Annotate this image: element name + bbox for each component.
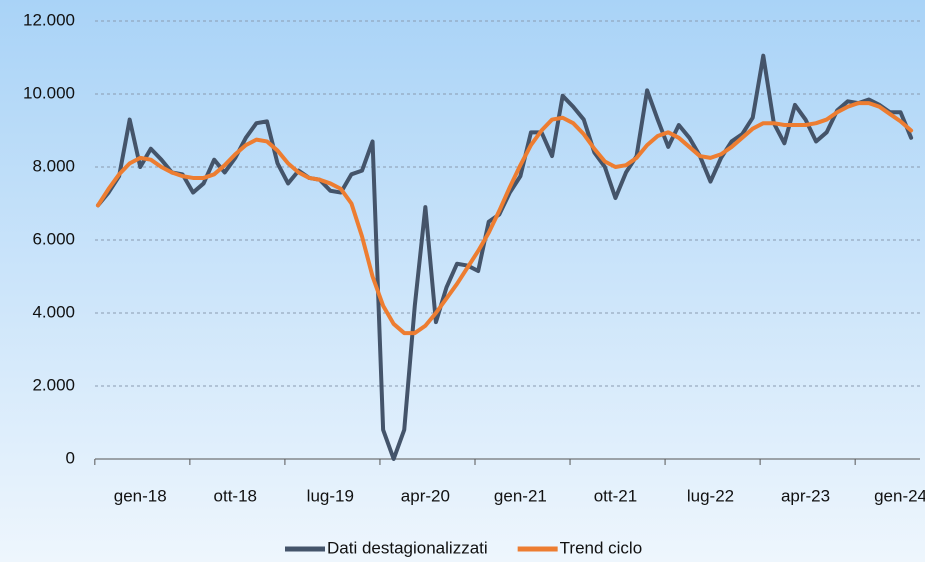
y-tick-label: 2.000 [32,375,75,394]
legend-label: Trend ciclo [560,538,643,557]
x-tick-label: lug-22 [687,486,734,505]
x-tick-label: apr-23 [781,486,830,505]
y-tick-label: 12.000 [23,10,75,29]
y-tick-label: 8.000 [32,156,75,175]
x-tick-label: ott-21 [594,486,637,505]
x-tick-label: gen-21 [494,486,547,505]
y-tick-label: 10.000 [23,83,75,102]
y-tick-label: 4.000 [32,302,75,321]
x-tick-label: ott-18 [214,486,257,505]
y-tick-label: 0 [66,448,75,467]
x-tick-label: lug-19 [307,486,354,505]
x-tick-label: gen-24 [874,486,925,505]
legend-label: Dati destagionalizzati [327,538,488,557]
x-tick-label: gen-18 [114,486,167,505]
series-line [96,101,914,336]
x-tick-label: apr-20 [401,486,450,505]
y-tick-label: 6.000 [32,229,75,248]
